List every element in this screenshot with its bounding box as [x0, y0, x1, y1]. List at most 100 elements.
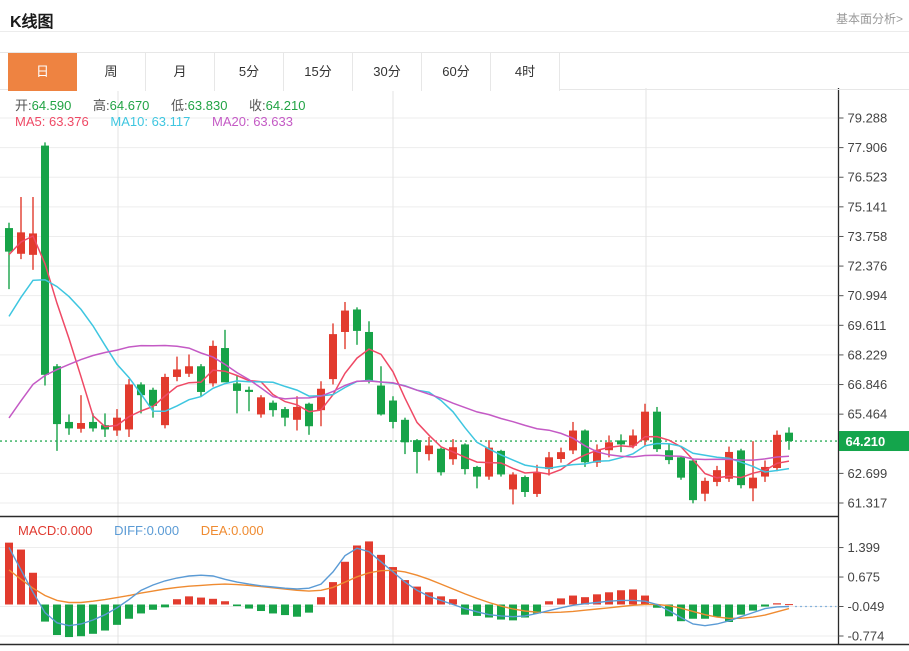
candlestick	[677, 457, 685, 478]
tab-month[interactable]: 月	[146, 53, 215, 91]
macd-bar	[701, 604, 709, 619]
axis-tick-label: 62.699	[848, 466, 888, 481]
candlestick	[161, 376, 169, 426]
candlestick	[41, 145, 49, 375]
candlestick	[365, 331, 373, 382]
candlestick	[641, 411, 649, 441]
candlestick	[473, 466, 481, 477]
tab-week[interactable]: 周	[77, 53, 146, 91]
candlestick	[389, 400, 397, 422]
axis-tick-label: 61.317	[848, 495, 888, 510]
high-label: 高:	[93, 98, 110, 113]
axis-tick-label: 72.376	[848, 259, 888, 274]
ma5-value: 63.376	[48, 114, 89, 129]
ma5-label: MA5:	[15, 114, 46, 129]
current-price-tag	[839, 431, 909, 452]
dea-label: DEA:	[200, 523, 232, 538]
header-divider	[0, 31, 909, 32]
macd-bar	[581, 597, 589, 605]
macd-bar	[617, 590, 625, 605]
axis-tick-label: 69.611	[848, 318, 887, 333]
axis-tick-label: 66.846	[848, 377, 888, 392]
candlestick	[185, 366, 193, 374]
macd-value: 0.000	[59, 523, 93, 538]
macd-bar	[5, 542, 13, 605]
macd-bar	[413, 586, 421, 605]
axis-tick-label: 70.994	[848, 288, 888, 303]
ma20-value: 63.633	[253, 114, 293, 129]
macd-bar	[533, 604, 541, 614]
macd-bar	[377, 554, 385, 605]
close-label: 收:	[249, 98, 266, 113]
macd-bar	[233, 604, 241, 607]
macd-bar	[173, 599, 181, 605]
candlestick	[593, 449, 601, 463]
candlestick	[245, 389, 253, 392]
candlestick	[65, 421, 73, 429]
candlestick	[77, 423, 85, 429]
axis-tick-label: 1.399	[848, 540, 881, 555]
macd-bar	[761, 604, 769, 607]
tab-4hour[interactable]: 4时	[491, 53, 560, 91]
macd-bar	[137, 604, 145, 614]
candlestick	[545, 457, 553, 470]
tab-15min[interactable]: 15分	[284, 53, 353, 91]
candlestick	[701, 480, 709, 494]
macd-bar	[509, 604, 517, 621]
axis-tick-label: 0.675	[848, 570, 881, 585]
candlestick	[629, 435, 637, 446]
close-value: 64.210	[265, 98, 306, 113]
candlestick	[209, 345, 217, 384]
macd-bar	[161, 604, 169, 608]
candlestick	[173, 369, 181, 377]
macd-bar	[113, 604, 121, 625]
ohlc-legend: 开:64.590 高:64.670 低:63.830 收:64.210	[15, 95, 323, 114]
macd-bar	[773, 603, 781, 605]
candlestick	[149, 389, 157, 406]
macd-bar	[53, 604, 61, 636]
ma10-line	[8, 278, 790, 473]
macd-bar	[401, 580, 409, 605]
macd-bar	[425, 592, 433, 605]
macd-bar	[497, 604, 505, 620]
candlestick	[89, 421, 97, 429]
candlestick	[569, 430, 577, 451]
axis-tick-label: 79.288	[848, 111, 888, 126]
macd-bar	[713, 604, 721, 617]
fundamental-analysis-link[interactable]: 基本面分析>	[835, 12, 903, 26]
axis-tick-label: 65.464	[848, 407, 888, 422]
tab-60min[interactable]: 60分	[422, 53, 491, 91]
macd-bar	[101, 604, 109, 631]
macd-bar	[569, 595, 577, 605]
macd-bar	[341, 561, 349, 605]
interval-tabbar: 日 周 月 5分 15分 30分 60分 4时	[0, 52, 909, 91]
tab-5min[interactable]: 5分	[215, 53, 284, 91]
candlestick	[437, 448, 445, 473]
candlestick	[413, 440, 421, 452]
candlestick	[113, 417, 121, 431]
macd-bar	[329, 582, 337, 605]
macd-bar	[245, 604, 253, 609]
candlestick	[125, 384, 133, 430]
macd-bar	[545, 601, 553, 605]
candlestick	[257, 397, 265, 415]
macd-bar	[725, 604, 733, 623]
macd-bar	[677, 604, 685, 622]
macd-bar	[209, 598, 217, 605]
axis-tick-label: 77.906	[848, 140, 888, 155]
candlestick	[425, 445, 433, 455]
macd-bar	[125, 604, 133, 619]
macd-bar	[737, 604, 745, 615]
candlestick	[533, 472, 541, 494]
ma20-label: MA20:	[211, 114, 250, 129]
candlestick	[401, 419, 409, 443]
open-label: 开:	[15, 98, 32, 113]
candlestick	[689, 460, 697, 501]
macd-bar	[185, 596, 193, 605]
macd-bar	[77, 604, 85, 637]
ma10-value: 63.117	[151, 114, 191, 129]
tab-30min[interactable]: 30分	[353, 53, 422, 91]
tab-day[interactable]: 日	[8, 53, 77, 91]
axis-tick-label: 73.758	[848, 229, 888, 244]
